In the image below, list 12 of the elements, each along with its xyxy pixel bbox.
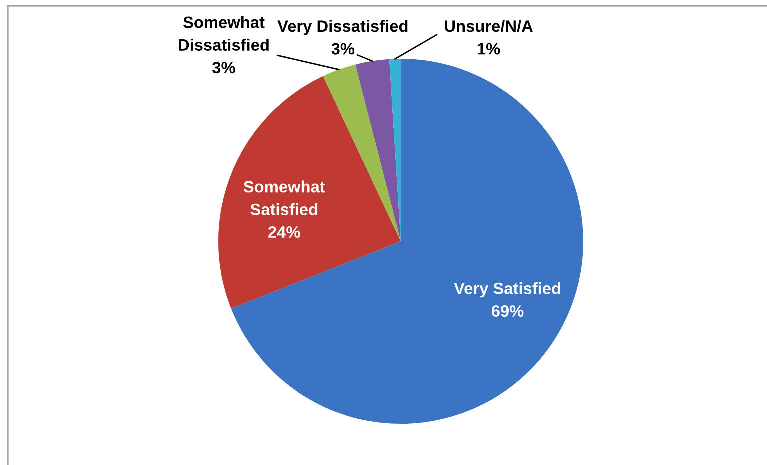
data-label: 3% xyxy=(212,62,236,74)
slice-label: Unsure/N/A xyxy=(445,20,533,32)
data-label: 3% xyxy=(332,43,355,55)
slice-label: Somewhat Dissatisfied xyxy=(179,16,269,51)
slice-label: Very Dissatisfied xyxy=(278,20,408,36)
slice-label: Somewhat Satisfied xyxy=(244,180,326,216)
data-label: 1% xyxy=(478,43,500,55)
pie-slice xyxy=(218,76,401,309)
pie-slice xyxy=(356,59,401,242)
data-label: 69% xyxy=(492,305,524,318)
slice-label: Very Satisfied xyxy=(454,282,560,298)
data-label: 24% xyxy=(268,226,300,238)
